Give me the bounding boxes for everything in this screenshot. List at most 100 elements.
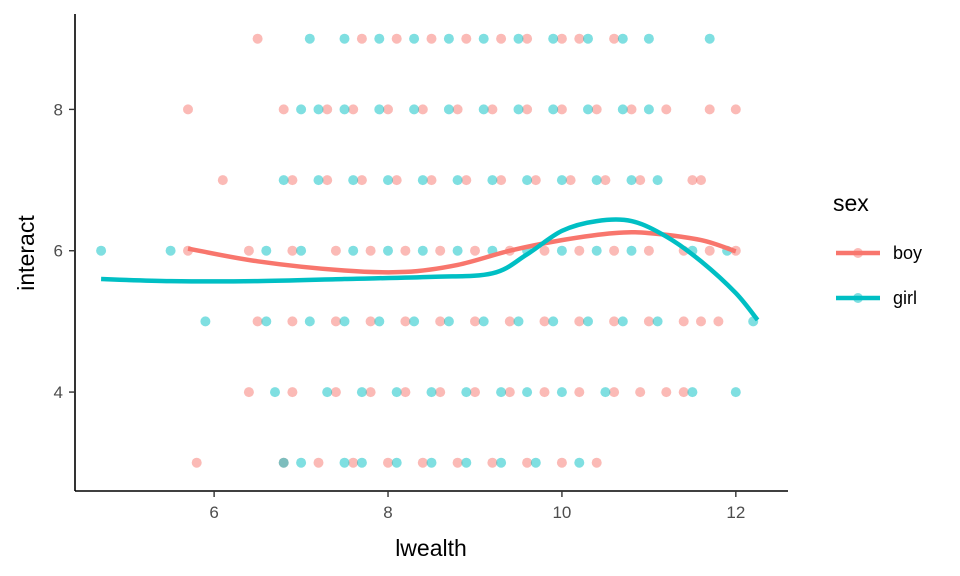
data-point-girl: [296, 457, 307, 468]
data-point-boy: [287, 316, 298, 327]
data-point-girl: [452, 245, 463, 256]
data-point-girl: [417, 175, 428, 186]
data-point-girl: [339, 457, 350, 468]
data-point-girl: [556, 175, 567, 186]
data-point-boy: [635, 387, 646, 398]
data-point-girl: [322, 387, 333, 398]
data-point-girl: [530, 457, 541, 468]
data-point-boy: [470, 245, 480, 256]
data-point-boy: [609, 387, 620, 398]
data-point-girl: [304, 316, 315, 327]
data-point-girl: [426, 457, 437, 468]
data-point-girl: [548, 33, 559, 44]
data-point-girl: [643, 104, 654, 115]
data-point-boy: [391, 33, 402, 44]
data-point-boy: [383, 457, 393, 468]
data-point-boy: [417, 104, 428, 115]
data-point-boy: [530, 175, 541, 186]
data-point-boy: [330, 316, 341, 327]
data-point-boy: [330, 245, 341, 256]
data-point-boy: [496, 33, 507, 44]
data-point-boy: [461, 175, 472, 186]
data-point-boy: [243, 245, 254, 256]
data-point-boy: [400, 316, 411, 327]
data-point-girl: [374, 33, 385, 44]
data-point-boy: [574, 316, 585, 327]
data-point-boy: [661, 387, 672, 398]
data-point-boy: [287, 175, 298, 186]
x-tick-label: 6: [209, 503, 218, 522]
legend-point-boy: [853, 248, 863, 258]
data-point-boy: [400, 245, 411, 256]
data-point-girl: [296, 104, 307, 115]
data-point-boy: [609, 245, 620, 256]
data-point-girl: [487, 175, 498, 186]
data-point-boy: [356, 175, 367, 186]
data-point-girl: [278, 457, 289, 468]
data-point-boy: [539, 316, 550, 327]
smooth-line-girl: [101, 217, 760, 322]
data-point-girl: [513, 33, 524, 44]
data-point-boy: [487, 457, 498, 468]
data-point-girl: [339, 33, 350, 44]
data-point-girl: [626, 175, 637, 186]
data-point-boy: [539, 245, 550, 256]
data-point-boy: [452, 457, 463, 468]
data-point-girl: [443, 316, 454, 327]
data-point-boy: [356, 33, 367, 44]
data-point-girl: [513, 316, 524, 327]
data-point-boy: [183, 104, 193, 115]
data-point-girl: [383, 175, 393, 186]
data-point-boy: [322, 104, 333, 115]
data-point-girl: [278, 175, 289, 186]
data-point-girl: [617, 33, 628, 44]
data-point-boy: [556, 457, 567, 468]
data-point-girl: [313, 175, 324, 186]
data-point-boy: [417, 457, 428, 468]
data-point-boy: [313, 457, 324, 468]
data-point-boy: [287, 387, 298, 398]
data-point-girl: [452, 175, 463, 186]
data-point-boy: [522, 457, 533, 468]
data-point-boy: [504, 387, 515, 398]
data-point-boy: [461, 33, 472, 44]
data-point-girl: [383, 245, 393, 256]
data-point-boy: [713, 316, 724, 327]
data-point-girl: [478, 104, 489, 115]
data-point-boy: [426, 175, 437, 186]
data-point-girl: [374, 104, 385, 115]
data-point-boy: [435, 387, 446, 398]
data-point-boy: [435, 245, 446, 256]
data-point-girl: [513, 104, 524, 115]
legend-key-girl: girl: [836, 288, 917, 308]
data-point-boy: [252, 316, 263, 327]
data-point-boy: [730, 104, 741, 115]
data-point-girl: [391, 387, 402, 398]
data-point-girl: [478, 316, 489, 327]
data-point-girl: [165, 245, 176, 256]
data-point-girl: [583, 33, 593, 44]
data-point-boy: [348, 457, 359, 468]
x-tick-label: 8: [383, 503, 392, 522]
data-point-girl: [617, 104, 628, 115]
smooth-layer: [101, 217, 760, 322]
data-point-boy: [574, 245, 585, 256]
data-point-boy: [217, 175, 228, 186]
data-point-boy: [591, 104, 602, 115]
data-point-girl: [496, 457, 507, 468]
x-axis-title: lwealth: [395, 535, 467, 561]
data-point-boy: [470, 387, 480, 398]
data-point-boy: [400, 387, 411, 398]
data-point-boy: [609, 33, 620, 44]
data-point-boy: [365, 387, 376, 398]
data-point-boy: [348, 104, 359, 115]
data-point-boy: [452, 104, 463, 115]
data-point-girl: [96, 245, 107, 256]
data-point-girl: [356, 457, 367, 468]
data-point-girl: [496, 387, 507, 398]
data-point-girl: [461, 457, 472, 468]
data-point-girl: [556, 387, 567, 398]
data-point-girl: [583, 316, 593, 327]
y-tick-label: 6: [54, 242, 63, 261]
